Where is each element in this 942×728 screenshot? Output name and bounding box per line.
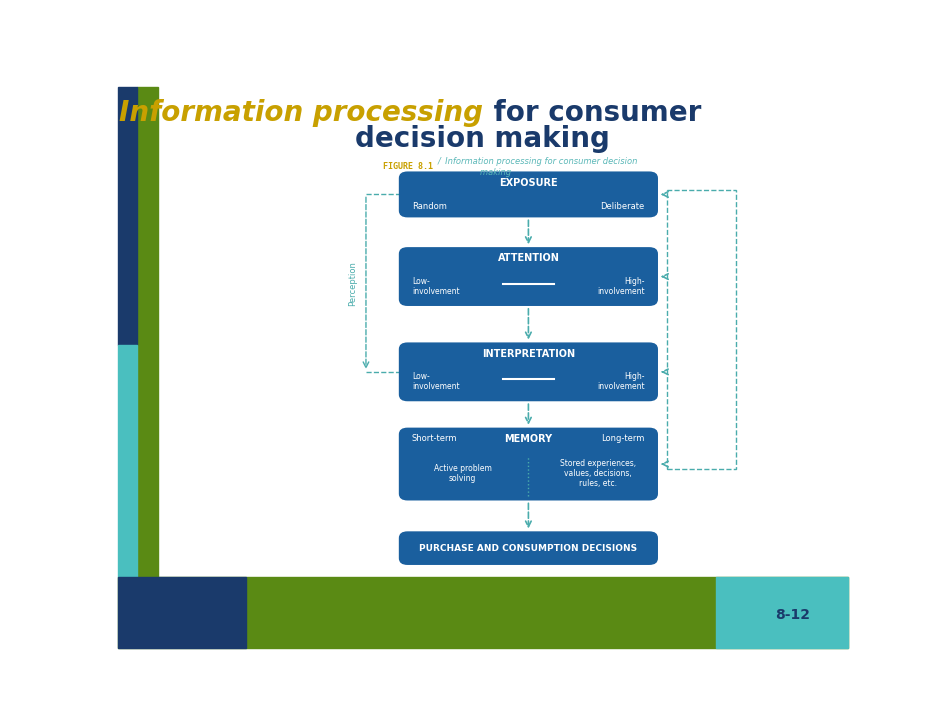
Text: EXPOSURE: EXPOSURE <box>499 178 558 188</box>
Text: Random: Random <box>412 202 447 210</box>
FancyBboxPatch shape <box>398 172 658 218</box>
Text: decision making: decision making <box>355 125 610 153</box>
Bar <box>118 87 138 345</box>
Text: MEMORY: MEMORY <box>504 434 552 444</box>
Text: 8-12: 8-12 <box>775 609 810 622</box>
Text: Stored experiences,
values, decisions,
rules, etc.: Stored experiences, values, decisions, r… <box>560 459 636 488</box>
Text: Short-term: Short-term <box>412 435 458 443</box>
Bar <box>667 190 736 469</box>
Text: Low-
involvement: Low- involvement <box>412 372 460 392</box>
Bar <box>138 87 158 577</box>
Text: High-
involvement: High- involvement <box>597 372 645 392</box>
Text: PURCHASE AND CONSUMPTION DECISIONS: PURCHASE AND CONSUMPTION DECISIONS <box>419 544 638 553</box>
FancyBboxPatch shape <box>398 342 658 401</box>
FancyBboxPatch shape <box>398 531 658 565</box>
Text: FIGURE 8.1: FIGURE 8.1 <box>382 162 432 172</box>
Bar <box>118 577 246 648</box>
Text: /  Information processing for consumer decision
                making: / Information processing for consumer de… <box>437 157 638 177</box>
Bar <box>118 577 848 648</box>
Text: Perception: Perception <box>349 261 357 306</box>
Bar <box>118 345 138 577</box>
Text: Long-term: Long-term <box>602 435 645 443</box>
Bar <box>717 577 848 648</box>
Text: for consumer: for consumer <box>484 98 702 127</box>
FancyBboxPatch shape <box>398 427 658 500</box>
Text: High-
involvement: High- involvement <box>597 277 645 296</box>
Text: Low-
involvement: Low- involvement <box>412 277 460 296</box>
Text: Active problem
solving: Active problem solving <box>433 464 492 483</box>
Text: Information processing: Information processing <box>119 98 483 127</box>
Text: Deliberate: Deliberate <box>601 202 645 210</box>
Text: ATTENTION: ATTENTION <box>497 253 560 264</box>
Text: INTERPRETATION: INTERPRETATION <box>482 349 575 359</box>
FancyBboxPatch shape <box>398 247 658 306</box>
